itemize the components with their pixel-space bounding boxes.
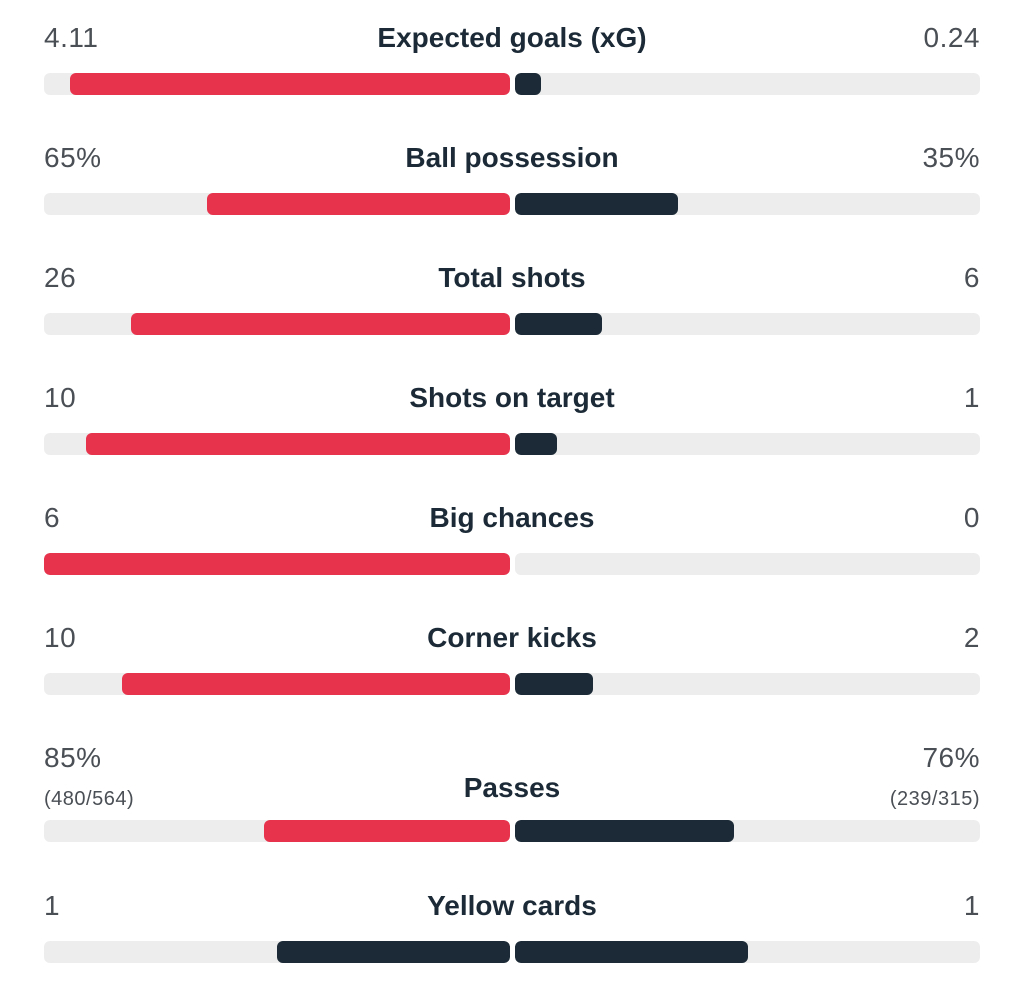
home-value: 10: [44, 382, 77, 413]
away-value: 0.24: [923, 22, 980, 53]
home-bar-fill: [277, 941, 510, 963]
stat-label: Ball possession: [405, 142, 619, 173]
stat-label: Total shots: [438, 262, 586, 293]
home-bar-fill: [69, 73, 510, 95]
home-value: 6: [44, 502, 61, 533]
away-value: 6: [963, 262, 980, 293]
away-bar-fill: [515, 313, 602, 335]
home-bar-fill: [207, 193, 510, 215]
stat-row-big-chances: 6 Big chances 0: [44, 480, 980, 575]
stat-row-shots-on-target: 10 Shots on target 1: [44, 360, 980, 455]
away-bar-track: [515, 553, 980, 575]
away-value: 35%: [922, 142, 980, 173]
home-value: 10: [44, 622, 77, 653]
away-bar-track: [515, 313, 980, 335]
away-sub-value: (239/315): [889, 788, 980, 810]
away-bar-track: [515, 193, 980, 215]
away-bar-fill: [515, 433, 558, 455]
home-bar-track: [44, 313, 510, 335]
home-value: 1: [44, 890, 61, 921]
home-bar-track: [44, 820, 510, 842]
away-value: 76%: [922, 742, 980, 773]
away-bar-track: [515, 673, 980, 695]
away-bar-track: [515, 433, 980, 455]
home-bar-track: [44, 193, 510, 215]
home-sub-value: (480/564): [44, 788, 135, 810]
home-bar-fill: [263, 820, 510, 842]
home-bar-fill: [131, 313, 510, 335]
stat-row-ball-possession: 65% Ball possession 35%: [44, 120, 980, 215]
away-value: 2: [963, 622, 980, 653]
stat-label: Big chances: [429, 502, 595, 533]
away-bar-fill: [515, 193, 678, 215]
home-bar-fill: [86, 433, 510, 455]
stat-row-yellow-cards: 1 Yellow cards 1: [44, 868, 980, 963]
stat-row-passes: 85% (480/564) Passes 76% (239/315): [44, 720, 980, 842]
stat-label: Yellow cards: [427, 890, 597, 921]
stat-label: Shots on target: [409, 382, 615, 413]
stat-row-expected-goals: 4.11 Expected goals (xG) 0.24: [44, 0, 980, 95]
away-bar-fill: [515, 820, 735, 842]
home-value: 65%: [44, 142, 102, 173]
away-bar-track: [515, 73, 980, 95]
stat-row-corner-kicks: 10 Corner kicks 2: [44, 600, 980, 695]
home-bar-track: [44, 941, 510, 963]
away-bar-fill: [515, 73, 541, 95]
away-bar-track: [515, 820, 980, 842]
home-bar-track: [44, 673, 510, 695]
stat-label: Corner kicks: [427, 622, 597, 653]
home-bar-track: [44, 433, 510, 455]
stat-label: Passes: [463, 772, 561, 803]
away-value: 1: [963, 890, 980, 921]
away-bar-fill: [515, 941, 748, 963]
away-bar-fill: [515, 673, 593, 695]
home-value: 85%: [44, 742, 102, 773]
home-bar-track: [44, 73, 510, 95]
away-value: 0: [963, 502, 980, 533]
home-bar-fill: [44, 553, 510, 575]
away-value: 1: [963, 382, 980, 413]
home-bar-track: [44, 553, 510, 575]
stat-row-total-shots: 26 Total shots 6: [44, 240, 980, 335]
home-bar-fill: [121, 673, 510, 695]
stat-label: Expected goals (xG): [377, 22, 647, 53]
away-bar-track: [515, 941, 980, 963]
home-value: 4.11: [44, 22, 99, 53]
home-value: 26: [44, 262, 77, 293]
